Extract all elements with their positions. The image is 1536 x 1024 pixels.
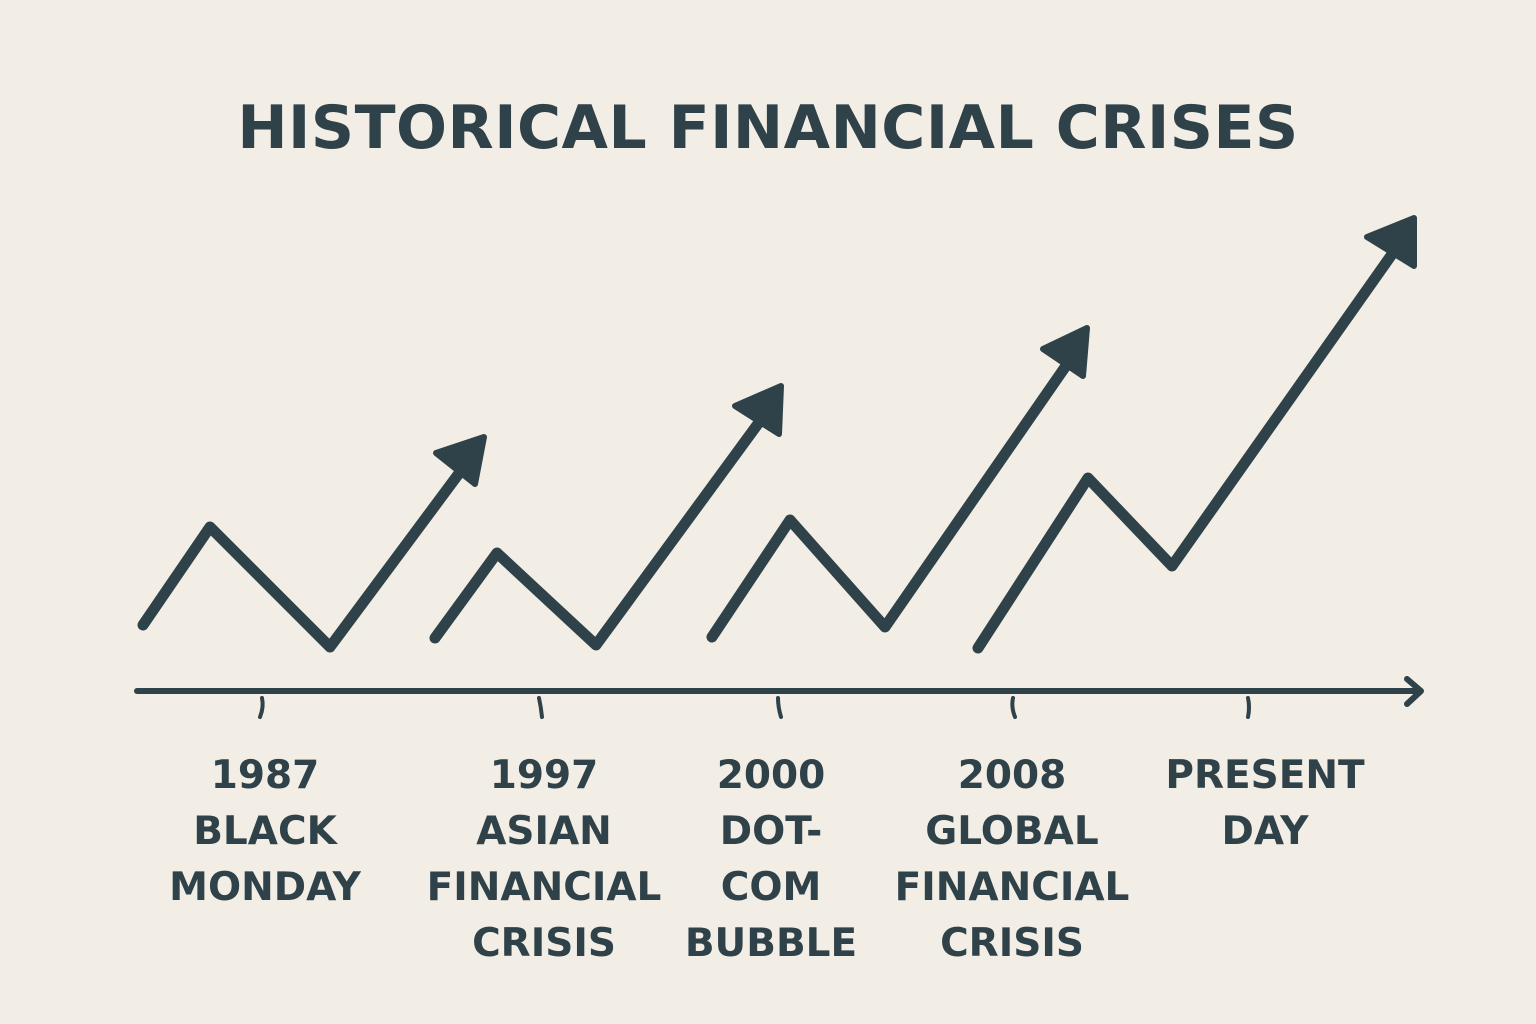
label-line: FINANCIAL: [894, 865, 1130, 910]
label-2000-dot-com-bubble: 2000 DOT- COM BUBBLE: [685, 748, 857, 972]
label-line: CRISIS: [472, 921, 616, 966]
label-line: GLOBAL: [925, 809, 1099, 854]
label-line: ASIAN: [476, 809, 612, 854]
label-1987-black-monday: 1987 BLACK MONDAY: [169, 748, 361, 916]
tick-mark-1: [258, 696, 265, 719]
arrowhead-4: [1364, 215, 1417, 269]
arrowhead-3: [1040, 325, 1090, 379]
arrowhead-2: [732, 383, 784, 437]
tick-mark-3: [776, 696, 783, 719]
label-1997-asian-financial-crisis: 1997 ASIAN FINANCIAL CRISIS: [427, 748, 662, 972]
trend-line-1: [137, 462, 469, 653]
label-line: 2000: [716, 753, 826, 798]
label-present-day: PRESENT DAY: [1165, 748, 1364, 860]
trend-line-3: [706, 354, 1076, 643]
label-line: MONDAY: [169, 865, 361, 910]
label-2008-global-financial-crisis: 2008 GLOBAL FINANCIAL CRISIS: [895, 748, 1130, 972]
label-line: 1997: [489, 753, 599, 798]
trend-line-2: [429, 411, 769, 651]
tick-mark-4: [1010, 696, 1017, 719]
axis-arrowhead: [1404, 676, 1424, 707]
label-line: BUBBLE: [684, 921, 858, 966]
label-line: COM: [720, 865, 822, 910]
label-line: CRISIS: [940, 921, 1084, 966]
tick-mark-2: [537, 696, 544, 719]
label-line: 2008: [957, 753, 1067, 798]
arrowhead-1: [433, 434, 487, 487]
label-line: FINANCIAL: [426, 865, 662, 910]
trend-line-4: [972, 244, 1401, 654]
label-line: DOT-: [719, 809, 823, 854]
label-line: PRESENT: [1165, 753, 1365, 798]
tick-mark-5: [1246, 696, 1251, 719]
label-line: 1987: [210, 753, 320, 798]
diagram-title: HISTORICAL FINANCIAL CRISES: [237, 93, 1299, 163]
label-line: BLACK: [193, 809, 337, 854]
label-line: DAY: [1221, 809, 1309, 854]
